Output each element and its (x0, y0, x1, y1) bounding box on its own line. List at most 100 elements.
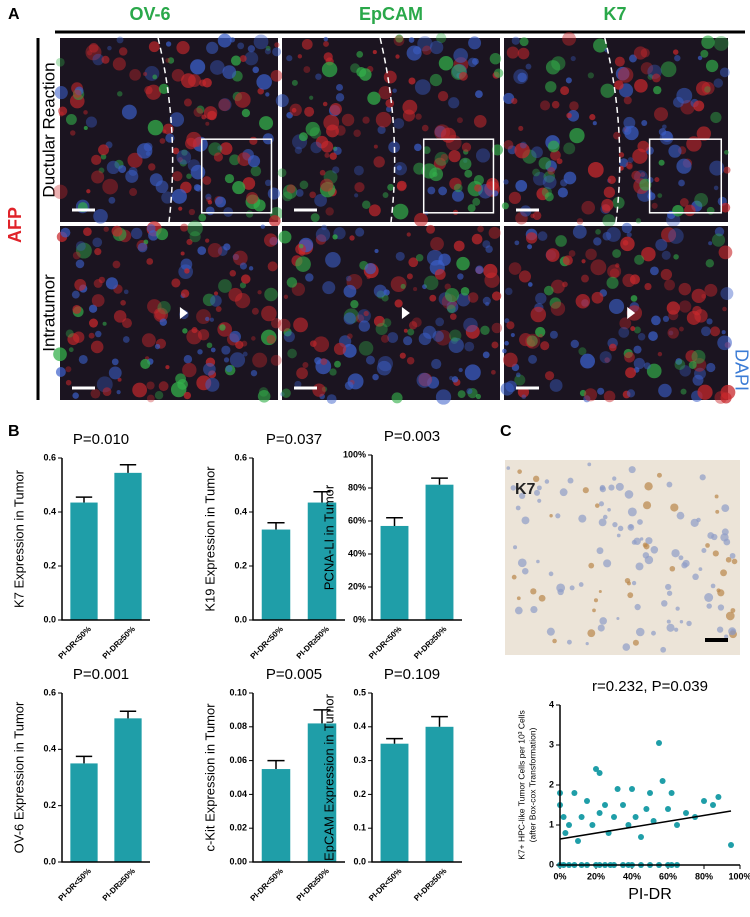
cell (719, 67, 730, 78)
cell (140, 358, 151, 369)
cell (435, 317, 445, 327)
cell (141, 333, 156, 348)
cell (305, 273, 314, 282)
cell (521, 516, 530, 525)
cell (448, 337, 464, 354)
cell (430, 237, 444, 251)
cell (408, 37, 415, 43)
cell (382, 192, 389, 198)
cell (181, 149, 188, 156)
cell (356, 51, 364, 58)
cell (616, 533, 621, 538)
cell (176, 41, 190, 55)
cell (75, 241, 86, 252)
cell (260, 224, 266, 229)
x-tick-label: PI-DR<50% (367, 867, 403, 903)
point (584, 798, 590, 804)
cell (295, 256, 311, 272)
cell (154, 343, 161, 350)
x-tick-label: PI-DR<50% (57, 625, 93, 661)
panel-label: B (8, 423, 20, 440)
cell (354, 182, 365, 193)
cell (289, 103, 302, 116)
cell (655, 238, 668, 251)
y-tick-label: 0.06 (229, 755, 247, 765)
cell (118, 165, 127, 173)
cell (172, 147, 180, 155)
cell (224, 173, 235, 184)
cell (270, 354, 282, 366)
y-tick-label: 60% (348, 515, 366, 525)
cell (159, 138, 166, 144)
cell (651, 630, 656, 636)
cell (193, 184, 201, 191)
cell (691, 349, 706, 364)
cell (429, 167, 444, 182)
cell (217, 145, 223, 151)
cell (713, 185, 719, 191)
cell (685, 350, 698, 363)
cell (408, 257, 419, 268)
cell (108, 196, 116, 204)
cell (637, 140, 650, 153)
cell (362, 200, 371, 210)
cell (457, 390, 466, 399)
cell (717, 335, 732, 351)
cell (658, 159, 665, 166)
cell (277, 168, 287, 178)
cell (437, 90, 449, 102)
cell (321, 61, 338, 78)
y-tick-label: 0.0 (234, 614, 247, 624)
y-axis-label: K7 Expression in Tumor (11, 469, 26, 608)
cell (645, 537, 653, 545)
cell (692, 374, 704, 386)
cell (181, 73, 196, 88)
axis (61, 458, 150, 621)
cell (221, 345, 231, 355)
cell (570, 56, 576, 62)
cell (414, 143, 422, 152)
cell (321, 224, 327, 231)
cell (696, 126, 711, 141)
cell (382, 318, 392, 328)
cell (88, 304, 98, 313)
cell (364, 263, 377, 275)
cell (566, 639, 572, 645)
y-tick-label: 0.3 (353, 755, 366, 765)
cell (438, 186, 448, 196)
cell (724, 634, 729, 639)
cell (602, 214, 616, 228)
cell (127, 152, 143, 168)
cell (587, 72, 594, 79)
point (674, 822, 680, 828)
cell (58, 106, 68, 116)
cell (102, 387, 112, 396)
cell (431, 358, 442, 370)
cell (230, 55, 242, 66)
cell (74, 86, 84, 96)
cell (385, 98, 395, 108)
cell (538, 594, 546, 602)
cell (65, 114, 77, 125)
cell (625, 161, 633, 169)
cell (187, 159, 200, 172)
cell (203, 362, 216, 376)
cell (206, 41, 219, 55)
cell (207, 243, 223, 258)
cell (145, 151, 151, 156)
cell (643, 543, 650, 550)
cell (205, 316, 210, 322)
cell (466, 388, 473, 395)
cell (172, 171, 183, 182)
cell (378, 85, 393, 100)
cell (634, 603, 641, 611)
cell (607, 507, 611, 512)
cell (624, 351, 635, 363)
cell (148, 163, 156, 171)
y-axis-label: EpCAM Expression in Tumor (321, 693, 336, 861)
cell (387, 183, 395, 191)
cell (661, 250, 671, 260)
cell (259, 116, 274, 131)
cell (144, 85, 153, 95)
